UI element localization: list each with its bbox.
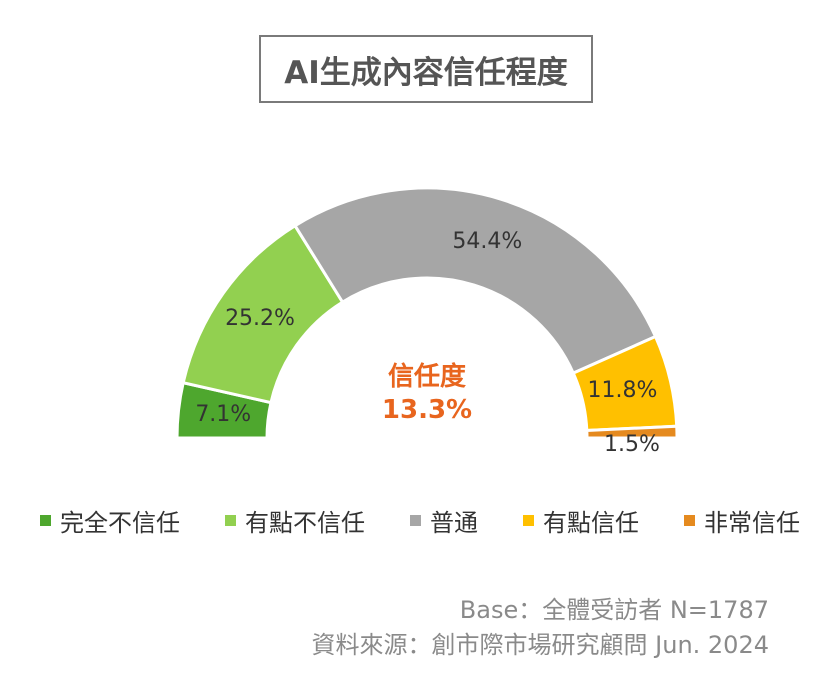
legend-item-3: 普通	[410, 503, 478, 538]
semi-donut-chart: 7.1% 25.2% 54.4% 11.8% 1.5%	[175, 186, 679, 457]
data-label-2: 25.2%	[225, 306, 295, 331]
legend-swatch	[410, 514, 421, 526]
legend-swatch	[684, 514, 695, 526]
legend-item-1: 完全不信任	[40, 503, 180, 538]
slice-5	[585, 424, 679, 440]
chart-title: AI生成內容信任程度	[259, 35, 593, 103]
center-label: 信任度	[387, 362, 466, 392]
legend-label: 有點信任	[543, 508, 639, 537]
legend: 完全不信任 有點不信任 普通 有點信任 非常信任	[40, 503, 800, 537]
legend-item-4: 有點信任	[523, 503, 639, 538]
legend-swatch	[225, 514, 236, 526]
legend-label: 完全不信任	[60, 508, 180, 537]
legend-label: 有點不信任	[245, 508, 365, 537]
footer-base: Base：全體受訪者 N=1787	[459, 596, 769, 624]
data-label-5: 1.5%	[604, 432, 660, 457]
legend-label: 普通	[430, 508, 478, 537]
data-label-3: 54.4%	[452, 229, 522, 254]
footer-source: 資料來源：創市際市場研究顧問 Jun. 2024	[311, 631, 769, 659]
slice-3	[292, 186, 658, 376]
data-label-4: 11.8%	[588, 378, 658, 403]
legend-item-5: 非常信任	[684, 503, 800, 538]
legend-swatch	[523, 514, 534, 526]
legend-label: 非常信任	[704, 508, 800, 537]
legend-item-2: 有點不信任	[225, 503, 365, 538]
center-value: 13.3%	[381, 395, 473, 425]
legend-swatch	[40, 514, 51, 526]
data-label-1: 7.1%	[195, 402, 251, 427]
